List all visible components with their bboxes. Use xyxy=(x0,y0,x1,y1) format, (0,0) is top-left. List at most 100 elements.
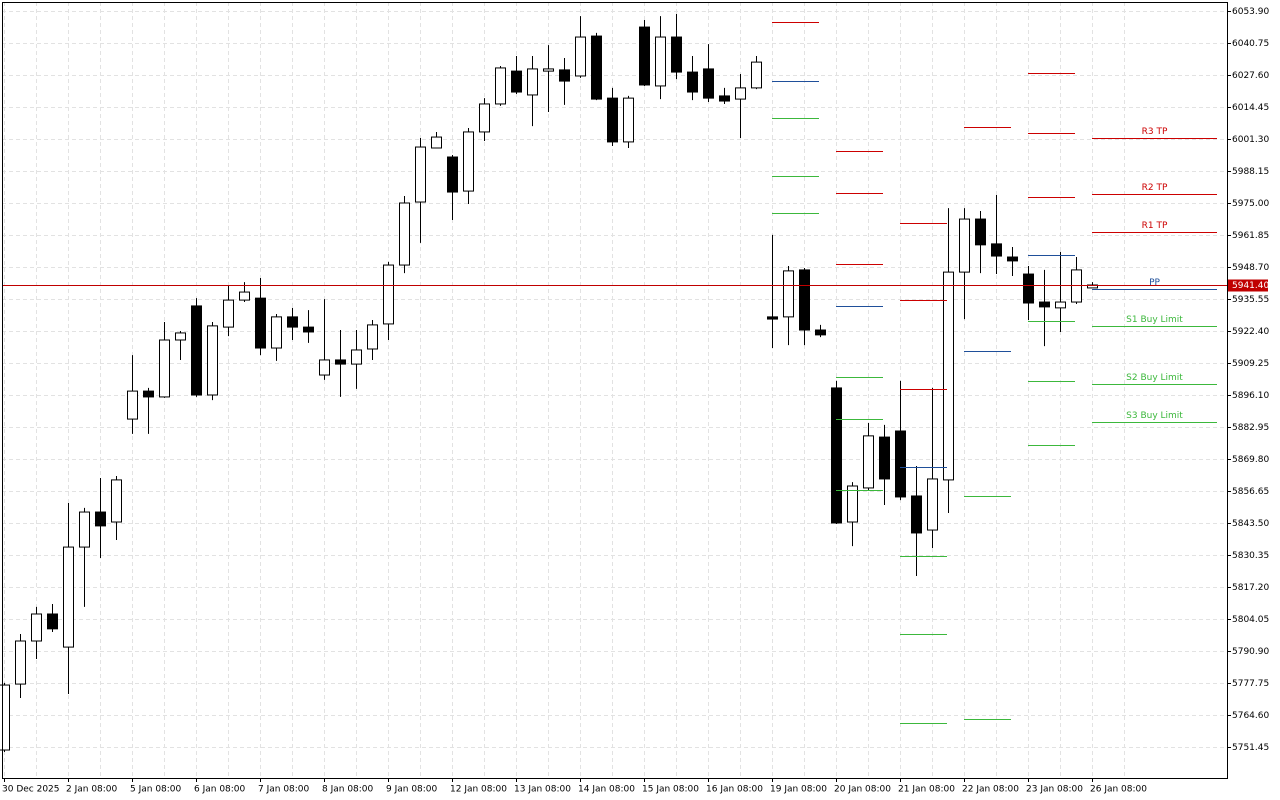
current-price-label: 5941.40 xyxy=(1232,281,1269,291)
x-tick-label: 9 Jan 08:00 xyxy=(386,785,438,795)
y-tick-label: 6053.90 xyxy=(1232,7,1269,17)
y-tick-label: 5961.85 xyxy=(1232,231,1269,241)
candle-body xyxy=(847,485,858,523)
candle-body xyxy=(559,69,570,82)
y-tick-label: 5909.25 xyxy=(1232,359,1269,369)
plot-frame xyxy=(2,2,1228,779)
y-tick-label: 5975.00 xyxy=(1232,199,1269,209)
x-tick-label: 13 Jan 08:00 xyxy=(514,785,571,795)
candle-body xyxy=(527,68,538,96)
candle-body xyxy=(175,332,186,341)
candle-body xyxy=(335,359,346,365)
x-tick-label: 7 Jan 08:00 xyxy=(258,785,310,795)
candle-body xyxy=(591,35,602,100)
candle-body xyxy=(63,546,74,648)
y-tick-label: 6040.75 xyxy=(1232,39,1269,49)
pivot-label: R2 TP xyxy=(1142,183,1168,193)
candle-body xyxy=(287,316,298,328)
candle-body xyxy=(1023,273,1034,304)
y-tick-label: 6014.45 xyxy=(1232,103,1269,113)
candle-body xyxy=(831,387,842,524)
y-tick-label: 5830.35 xyxy=(1232,551,1269,561)
x-tick-label: 15 Jan 08:00 xyxy=(642,785,699,795)
x-tick-label: 6 Jan 08:00 xyxy=(194,785,246,795)
y-tick-label: 5856.65 xyxy=(1232,487,1269,497)
pivot-label: R1 TP xyxy=(1142,221,1168,231)
candle-body xyxy=(127,390,138,420)
y-tick-label: 5790.90 xyxy=(1232,647,1269,657)
candle-body xyxy=(943,271,954,481)
candle-body xyxy=(623,97,634,143)
y-tick-label: 5817.20 xyxy=(1232,583,1269,593)
y-tick-label: 5988.15 xyxy=(1232,167,1269,177)
candle-body xyxy=(895,430,906,498)
candle-body xyxy=(1039,301,1050,308)
candle-body xyxy=(431,136,442,149)
x-tick-label: 21 Jan 08:00 xyxy=(898,785,955,795)
candle-body xyxy=(79,511,90,548)
candle-body xyxy=(543,68,554,72)
candle-body xyxy=(751,61,762,89)
candle-body xyxy=(415,146,426,203)
candle-body xyxy=(703,68,714,99)
candle-body xyxy=(447,156,458,193)
candle-body xyxy=(911,495,922,534)
x-tick-label: 23 Jan 08:00 xyxy=(1026,785,1083,795)
y-tick-label: 5896.10 xyxy=(1232,391,1269,401)
x-tick-label: 16 Jan 08:00 xyxy=(706,785,763,795)
candle-body xyxy=(863,435,874,489)
x-tick-label: 26 Jan 08:00 xyxy=(1090,785,1147,795)
axes: 6053.90 6040.75 6027.60 6014.45 6001.30 5988.… xyxy=(2,7,1269,795)
y-tick-label: 5843.50 xyxy=(1232,519,1269,529)
x-tick-label: 14 Jan 08:00 xyxy=(578,785,635,795)
y-tick-label: 5935.55 xyxy=(1232,295,1269,305)
candle-body xyxy=(511,70,522,93)
candle-body xyxy=(159,339,170,398)
candle-body xyxy=(223,299,234,328)
grid xyxy=(2,2,1227,778)
candle-body xyxy=(207,325,218,396)
candle-body xyxy=(639,26,650,86)
candle-body xyxy=(239,291,250,301)
pivot-label: S1 Buy Limit xyxy=(1126,315,1183,325)
candle-body xyxy=(815,329,826,336)
candle-body xyxy=(303,326,314,333)
candle-body xyxy=(671,36,682,73)
candle-body xyxy=(783,270,794,318)
candle-body xyxy=(959,218,970,273)
current-price-box xyxy=(1228,279,1268,292)
candle-body xyxy=(495,67,506,105)
y-tick-label: 5804.05 xyxy=(1232,615,1269,625)
candle-body xyxy=(95,511,106,527)
candle-body xyxy=(399,202,410,266)
candle-body xyxy=(15,640,26,685)
candle-body xyxy=(767,316,778,320)
y-tick-label: 6001.30 xyxy=(1232,135,1269,145)
candle-body xyxy=(735,87,746,100)
plot: R3 TP R2 TP R1 TP PP S1 Buy Limit S2 Buy Limi… xyxy=(0,13,1227,752)
candle-body xyxy=(799,269,810,331)
candle-body xyxy=(1007,256,1018,262)
candle-body xyxy=(191,305,202,396)
candle-body xyxy=(479,103,490,133)
y-tick-label: 5922.40 xyxy=(1232,327,1269,337)
x-tick-label: 20 Jan 08:00 xyxy=(834,785,891,795)
candle-body xyxy=(31,613,42,642)
candle-body xyxy=(607,97,618,143)
candle-body xyxy=(575,36,586,77)
candle-body xyxy=(719,95,730,102)
pivot-label: S3 Buy Limit xyxy=(1126,411,1183,421)
candle-body xyxy=(1055,301,1066,309)
x-tick-label: 30 Dec 2025 xyxy=(2,785,60,795)
candle-body xyxy=(143,390,154,398)
x-tick-label: 12 Jan 08:00 xyxy=(450,785,507,795)
candle-body xyxy=(991,243,1002,257)
x-tick-label: 2 Jan 08:00 xyxy=(66,785,118,795)
candle-body xyxy=(383,264,394,325)
candle-body xyxy=(879,436,890,480)
y-tick-label: 5777.75 xyxy=(1232,679,1269,689)
y-tick-label: 5764.60 xyxy=(1232,711,1269,721)
candle-body xyxy=(927,478,938,531)
